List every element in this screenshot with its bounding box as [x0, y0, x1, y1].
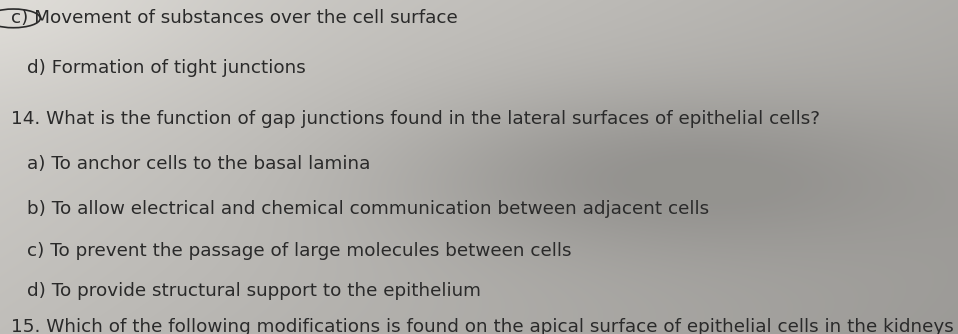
Text: 14. What is the function of gap junctions found in the lateral surfaces of epith: 14. What is the function of gap junction… [11, 110, 820, 128]
Text: a) To anchor cells to the basal lamina: a) To anchor cells to the basal lamina [27, 155, 370, 173]
Text: c) Movement of substances over the cell surface: c) Movement of substances over the cell … [11, 9, 458, 27]
Text: d) Formation of tight junctions: d) Formation of tight junctions [27, 59, 306, 77]
Text: 15. Which of the following modifications is found on the apical surface of epith: 15. Which of the following modifications… [11, 318, 958, 334]
Text: b) To allow electrical and chemical communication between adjacent cells: b) To allow electrical and chemical comm… [27, 200, 709, 218]
Text: d) To provide structural support to the epithelium: d) To provide structural support to the … [27, 282, 481, 300]
Text: c) To prevent the passage of large molecules between cells: c) To prevent the passage of large molec… [27, 241, 571, 260]
